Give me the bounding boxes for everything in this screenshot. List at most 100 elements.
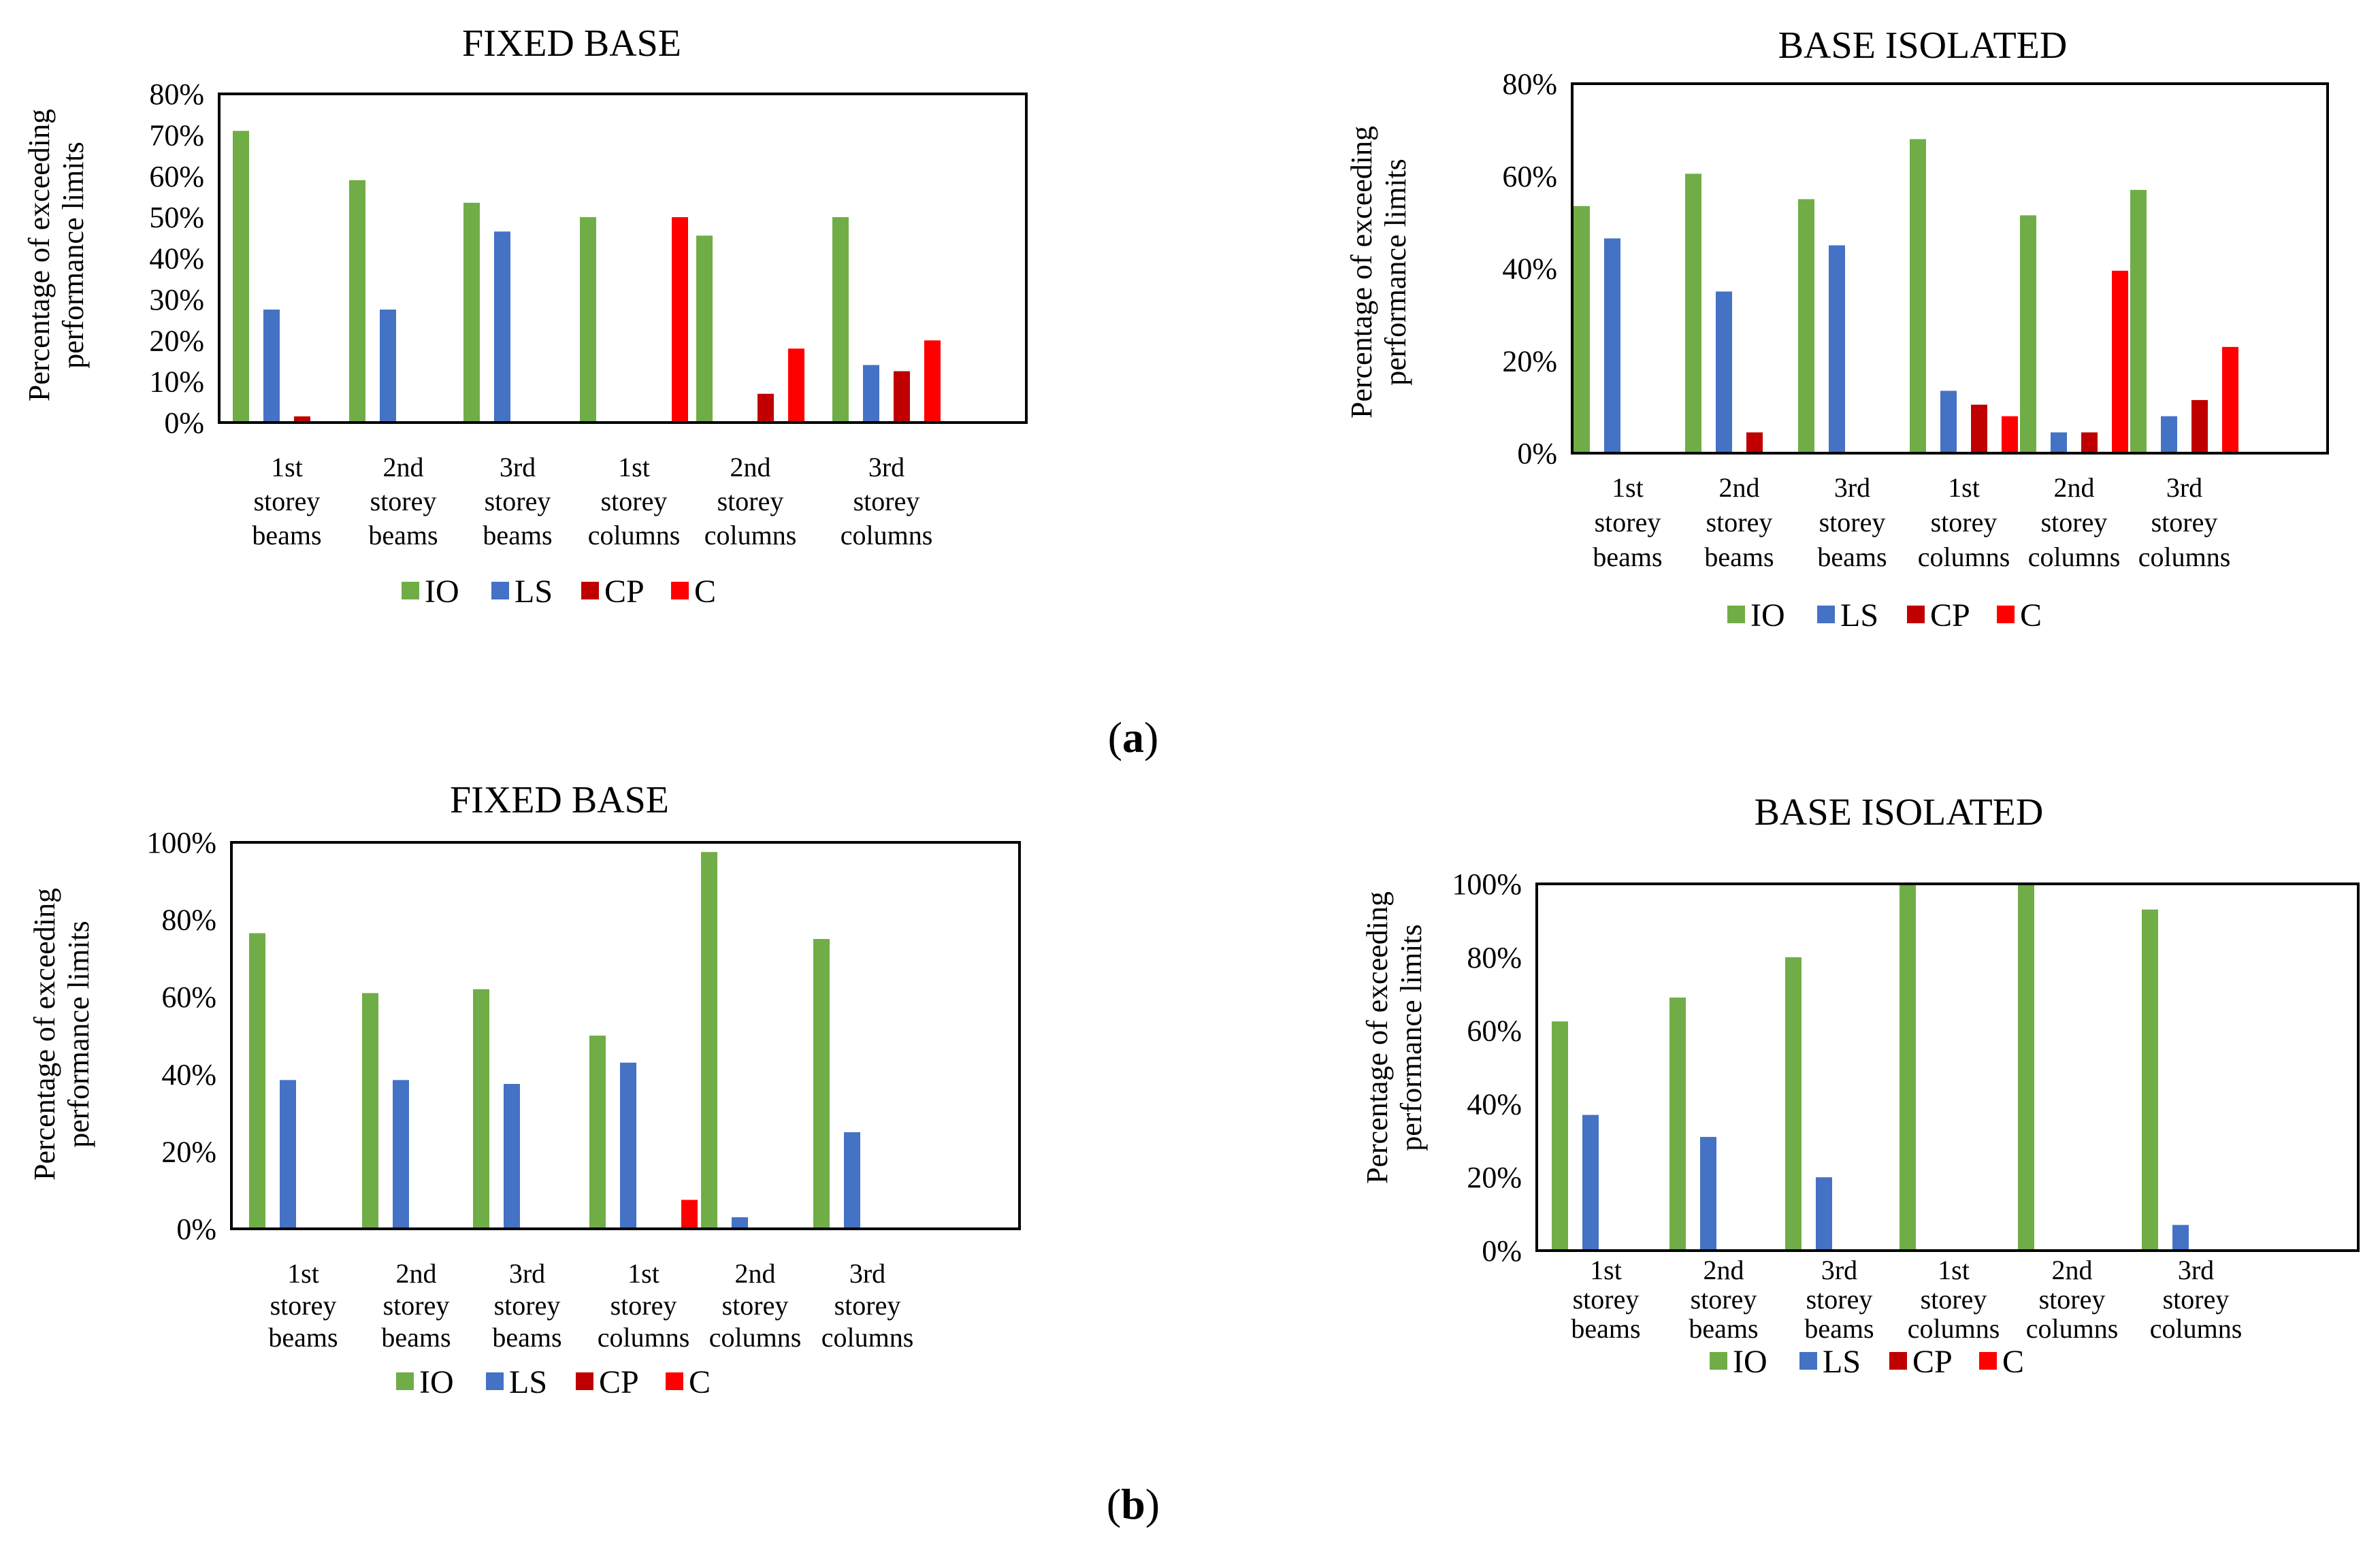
x-category-label: 1st storey columns (598, 1258, 690, 1353)
legend-label-io: IO (1750, 597, 1785, 633)
y-tick-label: 100% (146, 826, 216, 859)
legend-swatch-cp (1907, 606, 1925, 623)
legend-swatch-cp (581, 582, 599, 599)
x-category-label: 3rd storey columns (821, 1258, 914, 1353)
legend-label-io: IO (419, 1364, 454, 1400)
y-axis-label: Percentage of exceedingperformance limit… (1345, 126, 1412, 418)
y-tick-label: 20% (1502, 344, 1557, 378)
plot-area (230, 841, 1021, 1230)
legend-swatch-io (402, 582, 419, 599)
bar-io (2130, 190, 2147, 453)
legend-label-cp: CP (1930, 597, 1970, 633)
y-tick-label: 50% (149, 201, 204, 234)
x-category-label: 3rd storey beams (492, 1258, 561, 1353)
y-axis-label: Percentage of exceedingperformance limit… (28, 888, 95, 1181)
bar-ls (620, 1062, 636, 1229)
legend-swatch-ls (1817, 606, 1835, 623)
x-category-label: 2nd storey columns (704, 452, 797, 550)
bar-c (681, 1200, 698, 1229)
bar-io (2018, 884, 2034, 1251)
bar-ls (1604, 238, 1620, 453)
legend-label-cp: CP (1912, 1344, 1953, 1380)
bar-ls (280, 1080, 296, 1229)
bar-cp (894, 371, 910, 423)
bar-io (362, 993, 378, 1229)
bar-ls (2161, 416, 2177, 453)
plot-area (218, 93, 1028, 424)
y-tick-label: 20% (161, 1135, 216, 1168)
y-tick-label: 100% (1452, 868, 1522, 901)
y-tick-label: 70% (149, 118, 204, 152)
bar-cp (2081, 432, 2098, 453)
legend-label-c: C (2002, 1344, 2024, 1380)
chart-title: BASE ISOLATED (1755, 791, 2044, 834)
legend-label-c: C (689, 1364, 711, 1400)
x-category-label: 3rd storey columns (841, 452, 933, 550)
y-tick-label: 0% (164, 406, 204, 440)
chart-title: BASE ISOLATED (1778, 24, 2068, 67)
bar-io (589, 1036, 606, 1229)
legend-label-ls: LS (1823, 1344, 1861, 1380)
bar-ls (1582, 1115, 1599, 1251)
bar-io (1798, 199, 1814, 453)
legend-label-ls: LS (509, 1364, 547, 1400)
bar-c (788, 348, 804, 423)
bar-io (349, 180, 365, 423)
x-category-label: 1st storey beams (1571, 1255, 1640, 1344)
x-category-label: 2nd storey columns (2028, 472, 2121, 572)
y-tick-label: 20% (149, 324, 204, 357)
plot-area (1535, 883, 2360, 1252)
bar-io (580, 217, 596, 423)
bar-io (249, 933, 265, 1229)
bar-ls (863, 365, 879, 423)
bar-ls (380, 309, 396, 423)
plot-area (1571, 82, 2329, 455)
x-category-label: 3rd storey beams (483, 452, 552, 550)
y-tick-label: 20% (1467, 1161, 1522, 1194)
y-tick-label: 40% (161, 1058, 216, 1091)
legend-swatch-io (1710, 1352, 1727, 1370)
y-tick-label: 40% (1502, 252, 1557, 286)
legend-swatch-c (671, 582, 689, 599)
bar-ls (1940, 391, 1957, 453)
bar-ls (2172, 1225, 2189, 1251)
legend-label-ls: LS (1840, 597, 1878, 633)
y-tick-label: 80% (1502, 67, 1557, 101)
legend-label-io: IO (425, 574, 459, 610)
bar-io (696, 235, 713, 423)
y-tick-label: 60% (1467, 1015, 1522, 1048)
bar-ls (263, 309, 280, 423)
y-tick-label: 80% (149, 78, 204, 111)
legend-label-c: C (694, 574, 716, 610)
bar-io (233, 131, 249, 423)
x-category-label: 3rd storey beams (1817, 472, 1887, 572)
y-tick-label: 10% (149, 365, 204, 399)
bar-io (2142, 909, 2158, 1251)
bar-c (2112, 270, 2128, 453)
legend-label-cp: CP (604, 574, 645, 610)
x-category-label: 2nd storey columns (709, 1258, 802, 1353)
bar-io (1785, 957, 1802, 1251)
bar-io (832, 217, 849, 423)
bar-c (2002, 416, 2018, 453)
x-category-label: 2nd storey beams (1689, 1255, 1758, 1344)
legend-swatch-c (1997, 606, 2015, 623)
bar-cp (1971, 404, 1987, 453)
bar-io (1910, 139, 1926, 453)
legend-swatch-ls (486, 1372, 504, 1390)
legend-swatch-io (396, 1372, 414, 1390)
bar-ls (393, 1080, 409, 1229)
x-category-label: 2nd storey columns (2026, 1255, 2119, 1344)
x-category-label: 2nd storey beams (1704, 472, 1774, 572)
bar-ls (504, 1084, 520, 1229)
x-category-label: 1st storey beams (1593, 472, 1662, 572)
bar-io (813, 939, 830, 1229)
y-tick-label: 0% (1482, 1234, 1522, 1268)
y-tick-label: 80% (161, 904, 216, 937)
bar-cp (2191, 399, 2208, 453)
y-tick-label: 60% (149, 160, 204, 193)
bar-io (1574, 205, 1590, 453)
legend-swatch-ls (1799, 1352, 1817, 1370)
x-category-label: 3rd storey beams (1804, 1255, 1874, 1344)
bar-c (2222, 346, 2238, 453)
